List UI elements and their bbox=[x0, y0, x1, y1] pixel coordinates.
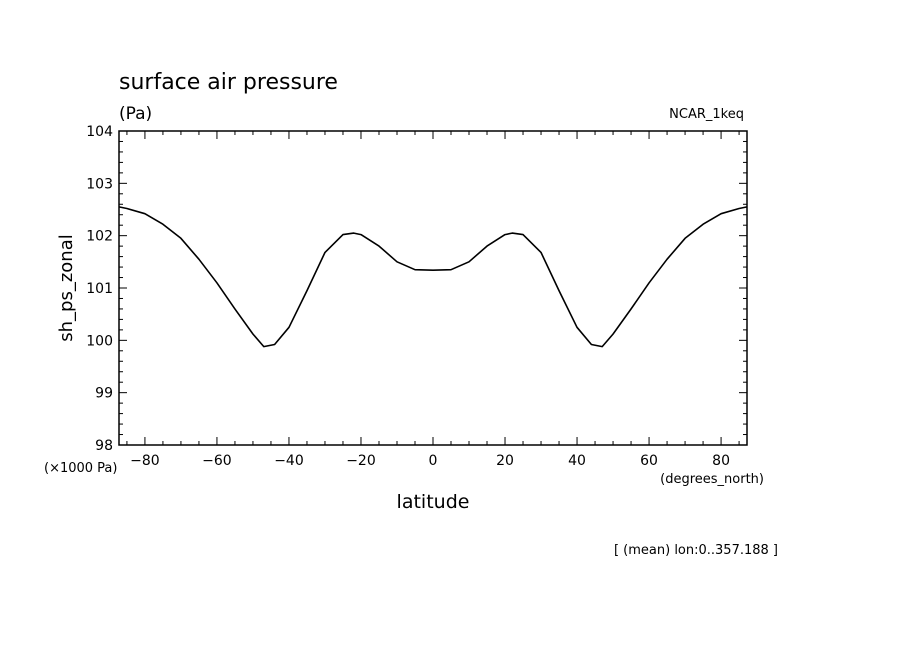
y-tick-label: 103 bbox=[86, 176, 113, 192]
x-tick-label: 20 bbox=[496, 453, 514, 469]
x-tick-label: −80 bbox=[130, 453, 160, 469]
y-axis-label: sh_ps_zonal bbox=[56, 234, 77, 342]
x-tick-label: 80 bbox=[712, 453, 730, 469]
x-tick-label: 40 bbox=[568, 453, 586, 469]
chart-title: surface air pressure bbox=[119, 70, 338, 95]
y-tick-label: 100 bbox=[86, 333, 113, 349]
y-minor-ticks bbox=[119, 140, 747, 436]
y-tick-label: 98 bbox=[95, 438, 113, 454]
x-major-ticks: −80 −60 −40 −20 0 20 40 60 80 bbox=[130, 131, 730, 469]
y-scale-note: (×1000 Pa) bbox=[44, 461, 117, 476]
y-major-ticks: 98 99 100 101 102 103 104 bbox=[86, 124, 747, 454]
series-layer bbox=[118, 206, 748, 348]
x-tick-label: 60 bbox=[640, 453, 658, 469]
plot-frame bbox=[118, 130, 748, 446]
x-tick-label: −40 bbox=[274, 453, 304, 469]
series-line bbox=[118, 206, 748, 348]
dataset-label: NCAR_1keq bbox=[669, 107, 744, 122]
x-minor-ticks bbox=[126, 131, 740, 445]
footnote: [ (mean) lon:0..357.188 ] bbox=[614, 543, 778, 558]
y-tick-label: 102 bbox=[86, 229, 113, 245]
x-units-label: (degrees_north) bbox=[660, 472, 764, 487]
x-tick-label: −20 bbox=[346, 453, 376, 469]
chart-units: (Pa) bbox=[119, 104, 152, 124]
x-axis-label: latitude bbox=[397, 491, 470, 513]
x-tick-label: 0 bbox=[429, 453, 438, 469]
x-tick-label: −60 bbox=[202, 453, 232, 469]
y-tick-label: 101 bbox=[86, 281, 113, 297]
y-tick-label: 104 bbox=[86, 124, 113, 140]
y-tick-label: 99 bbox=[95, 386, 113, 402]
